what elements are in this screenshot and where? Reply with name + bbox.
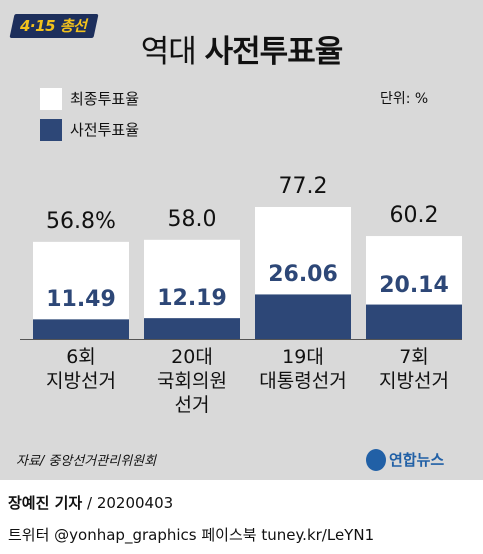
- bar-early-2: [255, 294, 351, 339]
- chart-title: 역대 사전투표율: [0, 32, 483, 72]
- category-label-3: 7회 지방선거: [379, 346, 449, 392]
- bar-early-1: [144, 318, 240, 339]
- byline: 장예진 기자 / 20200403: [8, 492, 173, 514]
- chart-title-main: 사전투표율: [204, 34, 344, 70]
- category-label-2: 19대 대통령선거: [259, 346, 347, 392]
- chart-title-prefix: 역대: [140, 34, 197, 70]
- legend-label-final: 최종투표율: [70, 90, 140, 108]
- final-value-label-0: 56.8%: [46, 208, 116, 234]
- source-note: 자료/ 중앙선거관리위원회: [16, 454, 157, 469]
- final-value-label-3: 60.2: [389, 203, 439, 229]
- early-value-label-0: 11.49: [46, 287, 116, 313]
- early-value-label-2: 26.06: [268, 262, 338, 288]
- yonhap-logo-icon: [366, 449, 386, 471]
- category-label-1: 20대 국회의원 선거: [157, 346, 227, 416]
- reporter-name: 장예진 기자: [8, 494, 83, 512]
- bar-chart: [20, 206, 462, 340]
- social-links: 트위터 @yonhap_graphics 페이스북 tuney.kr/LeYN1: [8, 526, 375, 544]
- final-value-label-1: 58.0: [167, 206, 217, 232]
- early-value-label-3: 20.14: [379, 272, 449, 298]
- unit-label: 단위: %: [380, 91, 429, 107]
- early-value-label-1: 12.19: [157, 286, 227, 312]
- bar-early-0: [33, 319, 129, 339]
- final-value-label-2: 77.2: [278, 173, 328, 199]
- election-badge-label: 4·15 총선: [20, 17, 87, 35]
- yonhap-logo: 연합뉴스: [389, 451, 445, 469]
- bar-early-3: [366, 304, 462, 339]
- category-label-0: 6회 지방선거: [46, 346, 116, 392]
- legend-label-early: 사전투표율: [70, 121, 140, 139]
- legend-swatch-final: [40, 88, 62, 110]
- legend-swatch-early: [40, 119, 62, 141]
- byline-date: / 20200403: [82, 494, 174, 512]
